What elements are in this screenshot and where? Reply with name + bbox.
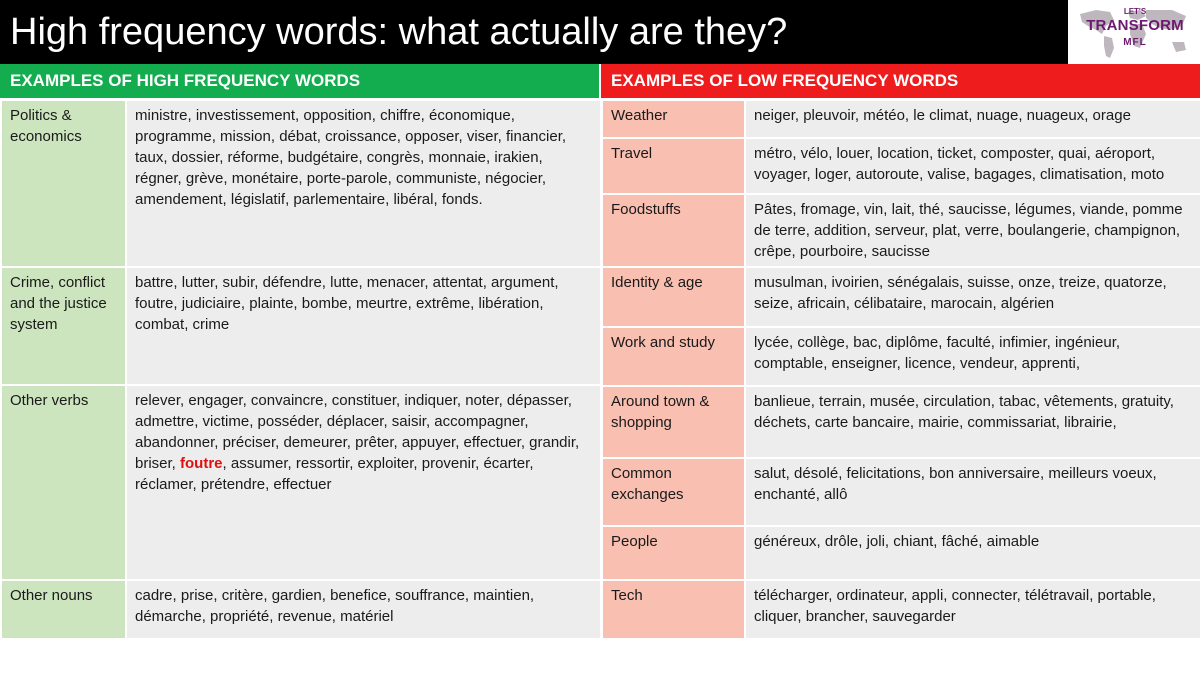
category-cell: Foodstuffs [601, 193, 746, 268]
logo-text-lets: LET'S [1123, 7, 1147, 16]
page-title: High frequency words: what actually are … [0, 0, 1068, 64]
category-cell: Identity & age [601, 266, 746, 328]
words-cell: salut, désolé, felicitations, bon annive… [744, 457, 1200, 527]
words-cell: généreux, drôle, joli, chiant, fâché, ai… [744, 525, 1200, 581]
table-row: Travel métro, vélo, louer, location, tic… [601, 137, 1200, 195]
words-cell: banlieue, terrain, musée, circulation, t… [744, 385, 1200, 459]
low-frequency-header: EXAMPLES OF LOW FREQUENCY WORDS [601, 64, 1200, 98]
lets-transform-mfl-logo: LET'S TRANSFORM MFL [1070, 0, 1200, 64]
category-cell: People [601, 525, 746, 581]
table-row: Weather neiger, pleuvoir, météo, le clim… [601, 99, 1200, 139]
words-cell: télécharger, ordinateur, appli, connecte… [744, 579, 1200, 640]
table-row: Around town & shopping banlieue, terrain… [601, 385, 1200, 459]
words-text: , assumer, ressortir, exploiter, proveni… [135, 455, 534, 493]
table-row: Identity & age musulman, ivoirien, sénég… [601, 266, 1200, 328]
words-cell: ministre, investissement, opposition, ch… [125, 99, 602, 268]
words-cell: métro, vélo, louer, location, ticket, co… [744, 137, 1200, 195]
table-row: Other nouns cadre, prise, critère, gardi… [0, 579, 602, 640]
category-cell: Work and study [601, 326, 746, 387]
words-cell: Pâtes, fromage, vin, lait, thé, saucisse… [744, 193, 1200, 268]
category-cell: Tech [601, 579, 746, 640]
category-cell: Other verbs [0, 384, 127, 581]
table-row: Tech télécharger, ordinateur, appli, con… [601, 579, 1200, 640]
words-cell: musulman, ivoirien, sénégalais, suisse, … [744, 266, 1200, 328]
table-row: Other verbs relever, engager, convaincre… [0, 384, 602, 581]
table-row: Common exchanges salut, désolé, felicita… [601, 457, 1200, 527]
category-cell: Crime, conflict and the justice system [0, 266, 127, 386]
category-cell: Around town & shopping [601, 385, 746, 459]
high-frequency-table: Politics & economics ministre, investiss… [0, 99, 602, 640]
high-frequency-header: EXAMPLES OF HIGH FREQUENCY WORDS [0, 64, 599, 98]
table-row: People généreux, drôle, joli, chiant, fâ… [601, 525, 1200, 581]
table-row: Crime, conflict and the justice system b… [0, 266, 602, 386]
world-map-icon [1080, 10, 1186, 58]
words-cell: battre, lutter, subir, défendre, lutte, … [125, 266, 602, 386]
highlighted-word: foutre [180, 455, 223, 472]
low-frequency-table: Weather neiger, pleuvoir, météo, le clim… [601, 99, 1200, 640]
category-cell: Travel [601, 137, 746, 195]
logo-text-transform: TRANSFORM [1086, 17, 1184, 34]
words-cell: relever, engager, convaincre, constituer… [125, 384, 602, 581]
words-cell: neiger, pleuvoir, météo, le climat, nuag… [744, 99, 1200, 139]
table-row: Politics & economics ministre, investiss… [0, 99, 602, 268]
words-text: relever, engager, convaincre, constituer… [135, 392, 580, 472]
table-row: Work and study lycée, collège, bac, dipl… [601, 326, 1200, 387]
logo-text-mfl: MFL [1123, 37, 1147, 48]
words-cell: cadre, prise, critère, gardien, benefice… [125, 579, 602, 640]
category-cell: Politics & economics [0, 99, 127, 268]
category-cell: Weather [601, 99, 746, 139]
category-cell: Common exchanges [601, 457, 746, 527]
table-row: Foodstuffs Pâtes, fromage, vin, lait, th… [601, 193, 1200, 268]
words-cell: lycée, collège, bac, diplôme, faculté, i… [744, 326, 1200, 387]
category-cell: Other nouns [0, 579, 127, 640]
